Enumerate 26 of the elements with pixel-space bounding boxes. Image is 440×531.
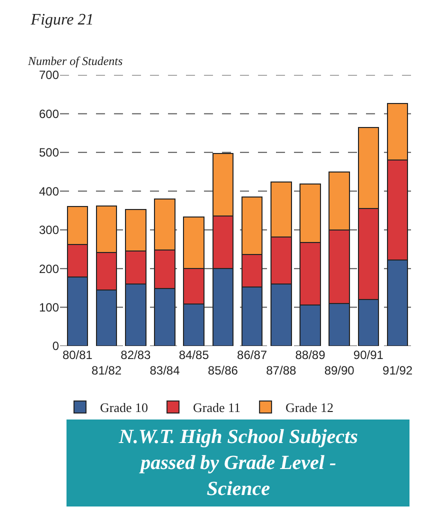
x-tick-label: 82/83 [120, 348, 151, 362]
x-tick-label: 90/91 [353, 348, 384, 362]
y-tick-label: 600 [38, 106, 60, 121]
x-tick-label: 84/85 [178, 348, 210, 362]
x-tick-label: 87/88 [266, 364, 296, 378]
legend-label: Grade 12 [286, 400, 334, 416]
y-tick-label: 500 [38, 146, 60, 160]
x-tick-label: 80/81 [62, 348, 93, 362]
chart-title: Figure 21 [30, 11, 94, 28]
legend-label: Grade 11 [193, 400, 241, 416]
x-tick-label: 81/82 [92, 364, 122, 378]
legend-label: Grade 10 [100, 400, 148, 416]
y-tick-label: 700 [38, 68, 60, 82]
y-tick-label: 100 [38, 300, 60, 314]
text: N.W.T. High School Subjects passed by Grade Level - Science [118, 426, 358, 500]
x-tick-label: 83/84 [150, 364, 180, 378]
x-tick-label: 86/87 [237, 348, 268, 362]
x-tick-label: 89/90 [324, 364, 355, 378]
x-tick-label: 85/86 [208, 364, 238, 378]
y-tick-label: 300 [38, 223, 60, 238]
y-tick-label: 0 [52, 339, 60, 354]
x-tick-label: 91/92 [382, 364, 413, 378]
y-tick-label: 200 [38, 262, 60, 276]
y-tick-label: 400 [38, 184, 60, 198]
x-tick-label: 88/89 [295, 348, 326, 362]
y-axis-title: Number of Students [27, 54, 123, 68]
